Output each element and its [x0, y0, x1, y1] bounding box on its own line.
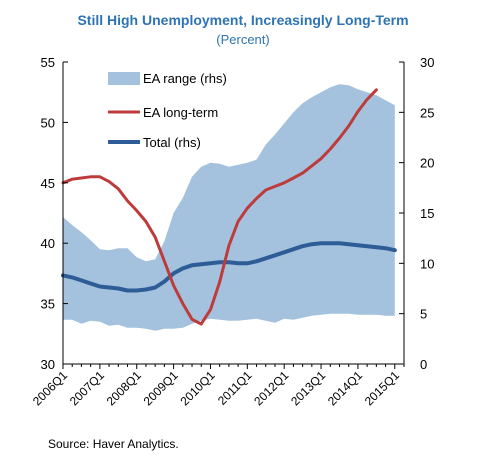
legend-label-ea-long-term: EA long-term [143, 105, 218, 120]
right-tick-label: 15 [420, 206, 434, 221]
chart-title: Still High Unemployment, Increasingly Lo… [77, 12, 409, 28]
right-tick-label: 5 [420, 307, 427, 322]
ea-range-area [63, 84, 395, 331]
x-tick-label: 2008Q1 [104, 368, 144, 408]
left-tick-label: 45 [41, 176, 55, 191]
right-tick-label: 0 [420, 357, 427, 372]
x-tick-label: 2013Q1 [288, 368, 328, 408]
x-tick-label: 2011Q1 [215, 368, 255, 408]
left-tick-label: 50 [41, 115, 55, 130]
legend: EA range (rhs) EA long-term Total (rhs) [108, 71, 227, 150]
right-tick-label: 20 [420, 156, 434, 171]
x-tick-label: 2014Q1 [325, 368, 365, 408]
right-tick-label: 30 [420, 55, 434, 70]
legend-label-total: Total (rhs) [143, 135, 201, 150]
left-tick-label: 30 [41, 357, 55, 372]
left-tick-label: 40 [41, 236, 55, 251]
legend-label-ea-range: EA range (rhs) [143, 71, 227, 86]
ea-range-band-layer [63, 84, 395, 331]
x-tick-label: 2009Q1 [141, 368, 181, 408]
x-tick-label: 2012Q1 [251, 368, 291, 408]
x-tick-label: 2015Q1 [362, 368, 402, 408]
total-line [61, 241, 397, 293]
source-note: Source: Haver Analytics. [48, 437, 179, 451]
legend-swatch-ea-range [108, 72, 140, 85]
right-tick-label: 10 [420, 256, 434, 271]
ea-long-term-line [61, 88, 378, 326]
x-tick-label: 2010Q1 [177, 368, 217, 408]
series-lines-layer [61, 88, 397, 326]
x-tick-label: 2007Q1 [67, 368, 107, 408]
right-tick-label: 25 [420, 105, 434, 120]
left-tick-label: 35 [41, 297, 55, 312]
x-tick-label: 2006Q1 [30, 368, 70, 408]
left-tick-label: 55 [41, 55, 55, 70]
chart-subtitle: (Percent) [216, 32, 270, 47]
